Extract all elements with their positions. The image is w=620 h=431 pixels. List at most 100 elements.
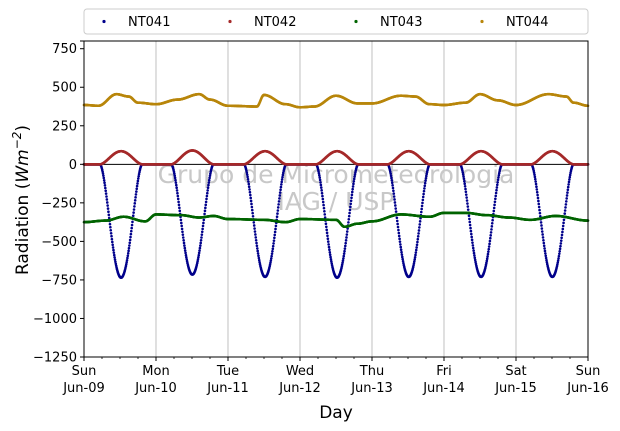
data-point [318, 176, 322, 179]
data-point [425, 174, 428, 178]
data-point [542, 244, 546, 248]
data-point [353, 175, 356, 178]
data-point [533, 177, 537, 181]
data-point [182, 241, 186, 245]
data-point [343, 247, 347, 250]
data-point [542, 241, 546, 245]
data-point [544, 252, 547, 255]
data-point [323, 213, 327, 216]
data-point [414, 251, 418, 254]
data-point [545, 260, 549, 264]
data-point [183, 244, 186, 247]
data-point [257, 258, 261, 262]
data-point [463, 185, 467, 188]
data-point [269, 259, 273, 262]
data-point [462, 175, 465, 178]
data-point [109, 231, 113, 235]
data-point [106, 204, 109, 207]
data-point [417, 229, 421, 232]
data-point [556, 259, 560, 262]
data-point [341, 259, 345, 262]
data-point [103, 184, 107, 187]
data-point [464, 187, 467, 191]
data-point [535, 188, 539, 191]
data-point [102, 174, 105, 177]
data-point [348, 208, 352, 212]
data-point [401, 259, 405, 263]
data-point [486, 252, 490, 256]
data-point [274, 227, 277, 231]
data-point [417, 232, 420, 235]
data-point [318, 178, 322, 182]
data-point [255, 241, 258, 245]
data-point [136, 182, 139, 185]
data-point [129, 235, 132, 239]
data-point [539, 214, 542, 218]
data-point [418, 220, 422, 223]
data-point [269, 261, 272, 264]
data-point [394, 204, 397, 207]
data-point [126, 254, 130, 258]
data-point [536, 193, 539, 197]
data-point [352, 182, 355, 186]
data-point [347, 221, 350, 224]
data-point [176, 197, 180, 201]
data-point [327, 243, 330, 246]
data-point [559, 242, 563, 245]
data-point [107, 213, 111, 217]
data-point [472, 251, 476, 255]
data-point [473, 258, 477, 262]
data-point [540, 230, 544, 233]
data-point [250, 205, 254, 209]
data-point [558, 252, 561, 256]
data-point [125, 258, 129, 262]
data-point [485, 259, 489, 263]
data-point [256, 252, 260, 255]
data-point [178, 206, 181, 210]
data-point [485, 257, 489, 260]
data-point [317, 171, 321, 175]
data-point [245, 171, 249, 174]
data-point [133, 202, 137, 205]
data-point [488, 239, 492, 243]
data-point [492, 206, 496, 210]
data-point [342, 257, 345, 260]
data-point [348, 211, 351, 215]
data-point [423, 181, 427, 185]
data-point [566, 191, 569, 194]
data-point [567, 183, 570, 186]
data-point [533, 173, 536, 176]
data-point [487, 250, 490, 253]
data-point [399, 245, 403, 249]
data-point [248, 188, 251, 191]
data-point [280, 178, 284, 181]
data-point [494, 194, 498, 198]
data-point [567, 180, 571, 184]
data-point [343, 249, 346, 253]
series-layer [82, 92, 590, 279]
data-point [196, 260, 199, 263]
data-point [204, 206, 207, 210]
data-point [134, 196, 137, 199]
data-point [353, 173, 357, 176]
data-point [389, 172, 392, 175]
data-point [126, 256, 129, 260]
data-point [196, 258, 200, 261]
data-point [204, 200, 208, 204]
data-point [323, 216, 327, 219]
data-point [207, 178, 211, 182]
data-point [395, 216, 399, 220]
data-point [124, 263, 128, 266]
data-point [494, 197, 497, 201]
data-point [466, 208, 470, 211]
data-point [208, 174, 212, 177]
data-point [256, 249, 259, 253]
data-point [111, 246, 115, 249]
data-point [101, 172, 105, 175]
data-point [345, 230, 349, 233]
data-point [544, 256, 548, 260]
data-point [276, 206, 280, 209]
data-point [321, 200, 325, 204]
data-point [273, 233, 277, 237]
data-point [467, 214, 471, 218]
